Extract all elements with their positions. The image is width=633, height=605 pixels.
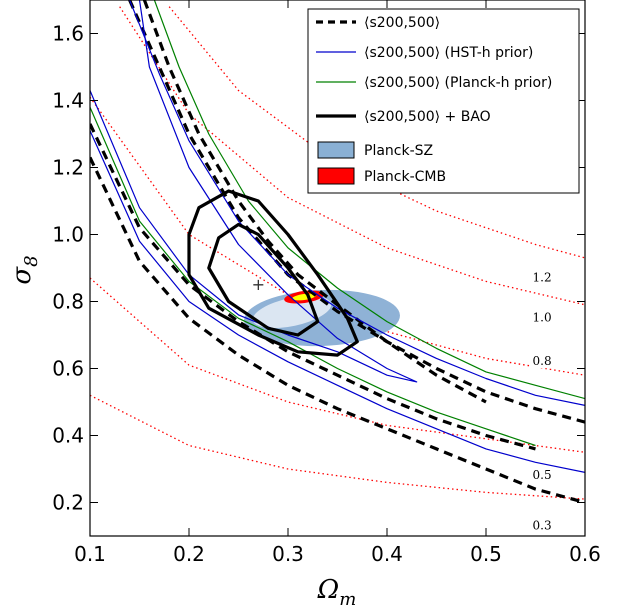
x-tick-label: 0.1 bbox=[74, 542, 106, 566]
x-axis-title: Ωm bbox=[317, 575, 357, 605]
legend-swatch bbox=[317, 167, 355, 185]
series-bao-line-9 bbox=[187, 189, 359, 357]
fiducial-marker: + bbox=[252, 275, 265, 294]
x-tick-label: 0.4 bbox=[371, 542, 403, 566]
reference-curve-label: 0.5 bbox=[533, 468, 552, 482]
x-tick-label: 0.6 bbox=[569, 542, 601, 566]
y-tick-label: 1.6 bbox=[52, 22, 84, 46]
marker-plus: + bbox=[252, 275, 265, 294]
y-axis-title: σ8 bbox=[7, 255, 42, 284]
y-tick-label: 1.4 bbox=[52, 89, 84, 113]
legend-item: ⟨s200,500⟩ + BAO bbox=[316, 109, 491, 125]
series-dashed-line-2 bbox=[90, 123, 536, 451]
series-bao-line-10 bbox=[207, 222, 320, 337]
series-dashed-line-1 bbox=[142, 0, 487, 404]
series-green-line-8 bbox=[90, 106, 536, 447]
y-tick-labels: 0.2 0.4 0.6 0.8 1.0 1.2 1.4 1.6 bbox=[52, 22, 84, 515]
y-tick-label: 0.4 bbox=[52, 424, 84, 448]
legend-item: ⟨s200,500⟩ bbox=[316, 15, 440, 31]
y-tick-label: 0.8 bbox=[52, 290, 84, 314]
reference-curve-1-2 bbox=[168, 6, 585, 259]
reference-label-bg bbox=[530, 270, 555, 285]
series-blue-line-5 bbox=[90, 0, 418, 383]
x-tick-label: 0.2 bbox=[173, 542, 205, 566]
reference-curve-label: 1.0 bbox=[533, 311, 552, 325]
legend-item: Planck-SZ bbox=[317, 141, 433, 159]
legend-label: ⟨s200,500⟩ (Planck-h prior) bbox=[364, 75, 552, 91]
y-tick-label: 0.2 bbox=[52, 491, 84, 515]
series-dashed-line-3 bbox=[90, 156, 585, 505]
reference-label-bg bbox=[530, 310, 555, 325]
series-blue-line-4 bbox=[129, 0, 585, 406]
reference-curve-label: 0.3 bbox=[533, 518, 552, 532]
legend-item: ⟨s200,500⟩ (HST-h prior) bbox=[316, 45, 533, 61]
reference-label-bg bbox=[530, 468, 555, 483]
x-tick-label: 0.3 bbox=[272, 542, 304, 566]
y-tick-label: 1.2 bbox=[52, 156, 84, 180]
x-tick-label: 0.5 bbox=[470, 542, 502, 566]
reference-label-bg bbox=[530, 354, 555, 369]
legend-label: ⟨s200,500⟩ bbox=[364, 15, 440, 31]
axis-ticks bbox=[89, 0, 586, 536]
reference-curve-label: 1.2 bbox=[533, 270, 552, 284]
series-lines bbox=[90, 0, 585, 505]
legend-label: Planck-SZ bbox=[364, 143, 433, 159]
legend-item: ⟨s200,500⟩ (Planck-h prior) bbox=[316, 75, 552, 91]
legend-label: ⟨s200,500⟩ (HST-h prior) bbox=[364, 45, 533, 61]
x-tick-labels: 0.1 0.2 0.3 0.4 0.5 0.6 bbox=[74, 542, 601, 566]
legend-label: ⟨s200,500⟩ + BAO bbox=[364, 109, 491, 125]
legend-label: Planck-CMB bbox=[364, 169, 446, 185]
legend-item: Planck-CMB bbox=[317, 167, 446, 185]
reference-curve-label: 0.8 bbox=[533, 354, 552, 368]
y-tick-label: 0.6 bbox=[52, 357, 84, 381]
plot-frame bbox=[89, 0, 586, 537]
y-tick-label: 1.0 bbox=[52, 223, 84, 247]
series-dashed-line-0 bbox=[128, 0, 585, 424]
legend-swatch bbox=[317, 141, 355, 159]
reference-label-bg bbox=[530, 518, 555, 533]
series-blue-line-6 bbox=[90, 130, 585, 473]
reference-curve-labels: 1.2 1.0 0.8 0.5 0.3 bbox=[530, 270, 555, 533]
legend: ⟨s200,500⟩ ⟨s200,500⟩ (HST-h prior) ⟨s200,… bbox=[307, 8, 580, 194]
series-green-line-7 bbox=[153, 0, 585, 400]
reference-curve-0-3 bbox=[90, 394, 585, 500]
legend-box bbox=[307, 8, 580, 194]
